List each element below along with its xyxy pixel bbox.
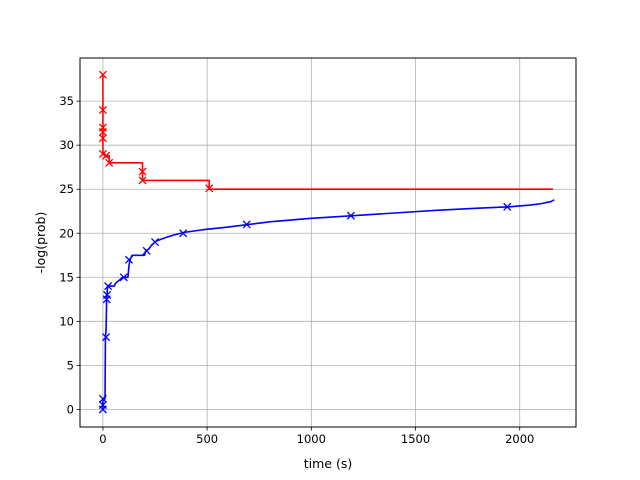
marker-stroke [205, 184, 214, 193]
marker-stroke [138, 167, 147, 176]
y-tick-label: 25 [59, 182, 74, 196]
marker-stroke [101, 333, 111, 342]
marker-stroke [124, 255, 134, 264]
y-tick-label: 5 [67, 358, 74, 372]
y-axis-label: -log(prob) [33, 212, 48, 274]
series-2-marker [119, 273, 128, 282]
series-1-marker [138, 176, 147, 185]
series-2-marker [101, 333, 111, 342]
y-tick-label: 20 [59, 226, 74, 240]
series-2-marker [142, 246, 151, 255]
marker-stroke [242, 220, 251, 229]
marker-stroke [98, 127, 107, 137]
marker-stroke [98, 394, 107, 403]
marker-stroke [179, 229, 188, 238]
series-1-marker [98, 70, 107, 79]
y-tick-label: 10 [59, 314, 74, 328]
axis-ticks: 0 500 1000 1500 2000 0 5 10 15 20 25 30 35 [59, 94, 534, 446]
marker-stroke [138, 176, 147, 185]
marker-stroke [98, 70, 107, 79]
series-1 [98, 70, 554, 193]
marker-stroke [103, 290, 112, 299]
series-2-marker [242, 220, 251, 229]
series-1-marker [101, 151, 111, 160]
x-tick-label: 500 [196, 432, 218, 446]
marker-stroke [119, 273, 128, 282]
series-2-marker [503, 202, 512, 211]
series-1-marker [138, 167, 147, 176]
axes-frame [79, 57, 577, 428]
series-2-marker [150, 238, 160, 247]
marker-stroke [346, 211, 355, 220]
marker-stroke [98, 105, 107, 115]
series-2-marker [98, 394, 107, 403]
marker-stroke [101, 151, 111, 160]
series-2-marker [124, 255, 134, 264]
y-tick-label: 35 [59, 94, 74, 108]
y-tick-label: 30 [59, 138, 74, 152]
marker-stroke [98, 134, 107, 143]
x-tick-label: 1500 [401, 432, 430, 446]
x-tick-label: 1000 [297, 432, 326, 446]
marker-stroke [98, 400, 107, 410]
series-2-marker [98, 400, 107, 410]
series-2 [98, 199, 555, 414]
series-2-line [102, 199, 555, 410]
x-tick-label: 2000 [505, 432, 534, 446]
series-2-marker [346, 211, 355, 220]
plot-area [98, 70, 555, 414]
y-tick-label: 0 [67, 402, 74, 416]
marker-stroke [98, 149, 107, 159]
series-1-marker [205, 184, 214, 193]
marker-stroke [104, 282, 113, 291]
grid-lines [80, 58, 576, 427]
series-2-marker [103, 290, 112, 299]
series-1-marker [98, 127, 107, 137]
y-tick-label: 15 [59, 270, 74, 284]
marker-stroke [142, 246, 151, 255]
x-tick-label: 0 [99, 432, 106, 446]
series-2-marker [104, 282, 113, 291]
series-1-marker [98, 134, 107, 143]
series-1-marker [98, 105, 107, 115]
series-1-line [102, 74, 554, 191]
marker-stroke [150, 238, 160, 247]
marker-stroke [503, 202, 512, 211]
series-2-marker [179, 229, 188, 238]
x-axis-label: time (s) [304, 456, 352, 471]
marker-stroke [105, 158, 114, 167]
series-1-marker [105, 158, 114, 167]
